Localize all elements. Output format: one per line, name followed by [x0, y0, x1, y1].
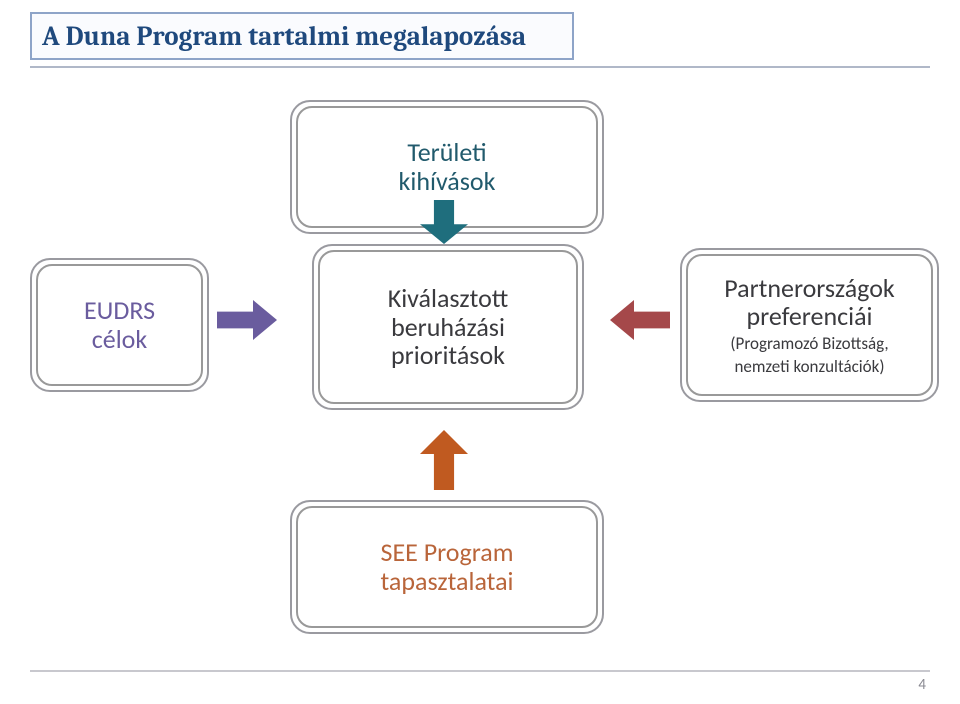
title-box: A Duna Program tartalmi megalapozása: [30, 12, 574, 60]
box-center-line2: beruházási: [391, 313, 505, 342]
box-left: EUDRS célok: [30, 258, 209, 392]
arrow-up-icon: [420, 430, 468, 490]
box-top-line2: kihívások: [399, 167, 496, 196]
box-left-line1: EUDRS: [84, 296, 155, 325]
box-center: Kiválasztott beruházási prioritások: [312, 244, 584, 410]
arrow-left-icon: [610, 300, 670, 340]
box-left-line2: célok: [92, 325, 147, 354]
box-top: Területi kihívások: [290, 100, 604, 234]
box-bottom: SEE Program tapasztalatai: [290, 500, 604, 634]
footer-line: [30, 670, 930, 672]
box-right-line1: Partnerországok: [724, 274, 895, 303]
page-title: A Duna Program tartalmi megalapozása: [42, 21, 526, 52]
box-bottom-line1: SEE Program: [381, 538, 514, 567]
box-center-line1: Kiválasztott: [388, 284, 509, 313]
title-underline: [30, 66, 930, 68]
box-right-sub2: nemzeti konzultációk): [734, 358, 884, 377]
box-right-sub1: (Programozó Bizottság,: [730, 335, 888, 354]
box-right: Partnerországok preferenciái (Programozó…: [680, 248, 939, 402]
box-top-line1: Területi: [407, 138, 486, 167]
arrow-right-icon: [217, 300, 277, 340]
box-right-line2: preferenciái: [746, 302, 872, 331]
page-number: 4: [918, 676, 926, 694]
box-bottom-line2: tapasztalatai: [380, 567, 513, 596]
box-center-line3: prioritások: [391, 341, 505, 370]
